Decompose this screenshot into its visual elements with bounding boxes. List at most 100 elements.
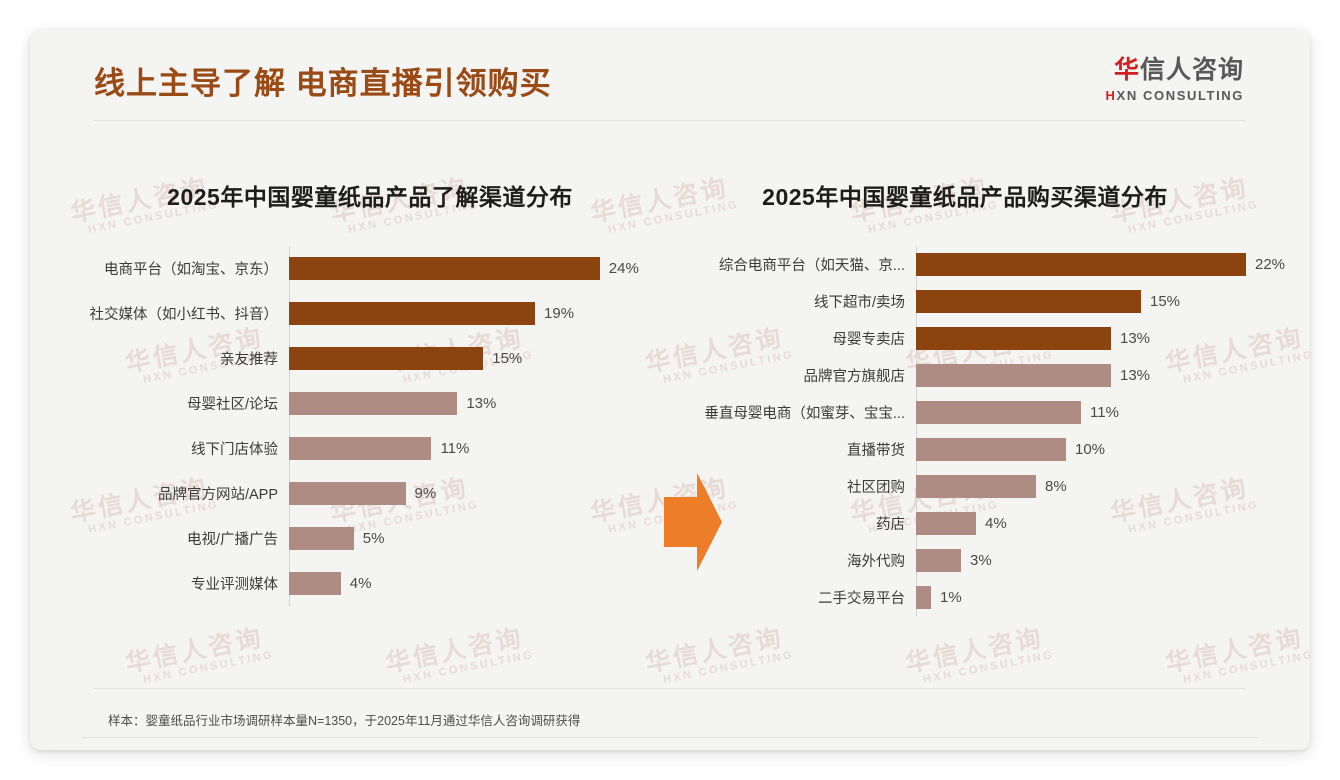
footer-copyright: ©2026.1 HXR华信人咨询 <box>82 749 216 751</box>
bar-row: 线下门店体验 11% <box>70 426 670 471</box>
bar <box>289 482 406 505</box>
bar-track: 15% <box>916 290 1280 313</box>
bar-track: 15% <box>289 347 670 370</box>
bar-row: 专业评测媒体 4% <box>70 561 670 606</box>
chart-panel-awareness: 2025年中国婴童纸品产品了解渠道分布 电商平台（如淘宝、京东） 24% 社交媒体（… <box>70 130 670 606</box>
bar-value-label: 1% <box>940 589 962 606</box>
bar-value-label: 19% <box>544 305 575 322</box>
bar-value-label: 13% <box>466 395 497 412</box>
bar-track: 4% <box>289 572 670 595</box>
bar-value-label: 4% <box>985 515 1007 532</box>
header-divider <box>94 120 1246 121</box>
y-axis-line <box>289 246 290 606</box>
bar-category-label: 直播带货 <box>847 443 905 459</box>
bar-track: 19% <box>289 302 670 325</box>
logo-en-accent: H <box>1105 88 1117 103</box>
bar-row: 药店 4% <box>650 505 1280 542</box>
bar-track: 22% <box>916 253 1285 276</box>
bar-row: 直播带货 10% <box>650 431 1280 468</box>
orange-right-arrow-icon <box>664 473 722 571</box>
bar-track: 10% <box>916 438 1280 461</box>
bar <box>916 253 1246 276</box>
bar <box>916 512 976 535</box>
bar <box>916 438 1066 461</box>
bar-row: 母婴社区/论坛 13% <box>70 381 670 426</box>
bar <box>289 257 600 280</box>
bar-track: 9% <box>289 482 670 505</box>
bar <box>289 527 354 550</box>
logo-cn-rest: 信人咨询 <box>1139 56 1244 84</box>
bar-category-label: 品牌官方网站/APP <box>157 487 278 503</box>
chart-panel-purchase: 2025年中国婴童纸品产品购买渠道分布 综合电商平台（如天猫、京... 22% 线下… <box>650 130 1285 616</box>
bar-value-label: 4% <box>349 575 372 592</box>
bar-row: 品牌官方旗舰店 13% <box>650 357 1280 394</box>
bar-value-label: 3% <box>970 552 992 569</box>
charts-area: 2025年中国婴童纸品产品了解渠道分布 电商平台（如淘宝、京东） 24% 社交媒体（… <box>30 130 1310 670</box>
chart-title-purchase: 2025年中国婴童纸品产品购买渠道分布 <box>762 184 1168 210</box>
bar <box>916 290 1141 313</box>
bar-row: 亲友推荐 15% <box>70 336 670 381</box>
bar-category-label: 品牌官方旗舰店 <box>803 369 906 385</box>
bar-category-label: 母婴社区/论坛 <box>186 397 278 413</box>
bar-row: 海外代购 3% <box>650 542 1280 579</box>
bar-value-label: 11% <box>1090 404 1119 421</box>
bar-category-label: 药店 <box>876 517 905 533</box>
bar-row: 电商平台（如淘宝、京东） 24% <box>70 246 670 291</box>
bar <box>289 347 484 370</box>
footer-divider <box>82 737 1258 738</box>
source-note: 样本：婴童纸品行业市场调研样本量N=1350，于2025年11月通过华信人咨询调… <box>108 714 581 728</box>
bar-row: 二手交易平台 1% <box>650 579 1280 616</box>
bar-value-label: 5% <box>362 530 385 547</box>
bar-value-label: 9% <box>414 485 437 502</box>
bar-value-label: 13% <box>1120 367 1151 384</box>
bar-category-label: 线下超市/卖场 <box>813 295 905 311</box>
bar-value-label: 13% <box>1120 330 1151 347</box>
bar-track: 11% <box>289 437 670 460</box>
bar-value-label: 11% <box>440 440 470 457</box>
logo-en-rest: XN CONSULTING <box>1116 88 1244 103</box>
bar-track: 8% <box>916 475 1280 498</box>
bar-value-label: 10% <box>1075 441 1106 458</box>
logo-english: HXN CONSULTING <box>1106 89 1244 102</box>
company-logo: 华信人咨询 HXN CONSULTING <box>1106 58 1244 103</box>
bar-category-label: 海外代购 <box>847 554 905 570</box>
bar <box>916 586 931 609</box>
bar-track: 24% <box>289 257 670 280</box>
bar <box>289 437 432 460</box>
bar-track: 4% <box>916 512 1280 535</box>
bar-category-label: 社交媒体（如小红书、抖音） <box>89 307 279 323</box>
bar-value-label: 22% <box>1255 256 1286 273</box>
bar <box>916 401 1081 424</box>
bar-value-label: 8% <box>1045 478 1067 495</box>
bar-row: 社区团购 8% <box>650 468 1280 505</box>
bar-category-label: 线下门店体验 <box>191 442 278 458</box>
bar-row: 综合电商平台（如天猫、京... 22% <box>650 246 1285 283</box>
bar-track: 3% <box>916 549 1280 572</box>
slide-header: 线上主导了解 电商直播引领购买 华信人咨询 HXN CONSULTING <box>30 30 1310 120</box>
logo-cn-accent: 华 <box>1113 56 1140 84</box>
bar-track: 5% <box>289 527 670 550</box>
bar <box>916 549 961 572</box>
bar-category-label: 母婴专卖店 <box>832 332 906 348</box>
y-axis-line <box>916 246 917 616</box>
bar-track: 13% <box>916 364 1280 387</box>
bar-value-label: 15% <box>1150 293 1181 310</box>
bar-value-label: 24% <box>608 260 639 277</box>
bar-chart-purchase: 综合电商平台（如天猫、京... 22% 线下超市/卖场 15% 母婴专卖店 13% 品牌官方… <box>650 246 1285 616</box>
source-divider <box>94 688 1246 689</box>
bar-value-label: 15% <box>492 350 523 367</box>
bar <box>916 475 1036 498</box>
logo-chinese: 华信人咨询 <box>1106 58 1244 83</box>
bar-chart-awareness: 电商平台（如淘宝、京东） 24% 社交媒体（如小红书、抖音） 19% 亲友推荐 15% 母婴… <box>70 246 670 606</box>
slide-footer: ©2026.1 HXR华信人咨询 www.hxrcon.com <box>82 746 1258 750</box>
bar-track: 1% <box>916 586 1280 609</box>
bar <box>916 364 1111 387</box>
bar-category-label: 垂直母婴电商（如蜜芽、宝宝... <box>704 406 905 422</box>
bar-row: 品牌官方网站/APP 9% <box>70 471 670 516</box>
bar-row: 母婴专卖店 13% <box>650 320 1280 357</box>
bar-row: 电视/广播广告 5% <box>70 516 670 561</box>
bar-row: 线下超市/卖场 15% <box>650 283 1280 320</box>
bar <box>289 302 536 325</box>
bar <box>289 392 458 415</box>
bar-row: 垂直母婴电商（如蜜芽、宝宝... 11% <box>650 394 1280 431</box>
